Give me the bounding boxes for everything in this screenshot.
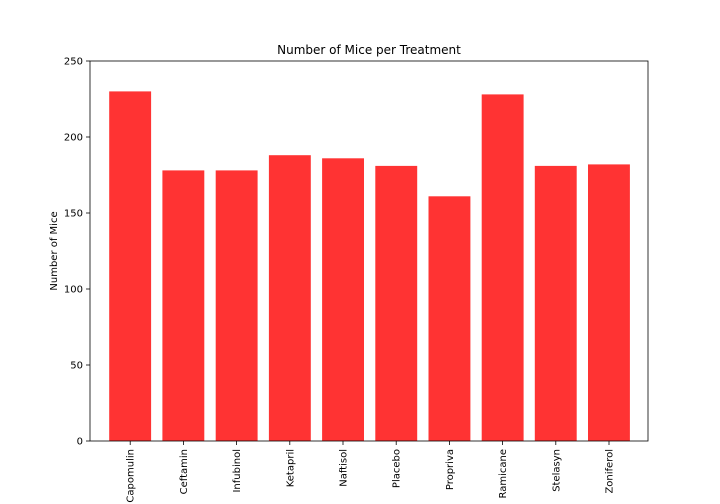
x-tick-label: Infubinol	[232, 449, 243, 493]
x-tick-label: Zoniferol	[605, 449, 616, 494]
bar-propriva	[428, 196, 471, 441]
y-tick-label: 50	[70, 361, 83, 372]
y-tick-label: 200	[64, 133, 83, 144]
bar-capomulin	[109, 91, 152, 442]
bar-ceftamin	[162, 170, 205, 441]
x-ticks-group: Capomulin Ceftamin Infubinol Ketapril Naftis…	[126, 441, 616, 503]
y-tick-label: 0	[77, 437, 83, 448]
x-tick-label: Ceftamin	[179, 449, 190, 494]
bar-infubinol	[215, 170, 258, 441]
bar-stelasyn	[534, 165, 577, 441]
bar-zoniferol	[588, 164, 630, 441]
x-tick-label: Capomulin	[126, 449, 137, 503]
y-ticks-group: 0 50 100 150 200 250	[64, 57, 90, 448]
y-tick-label: 100	[64, 285, 83, 296]
x-tick-label: Ketapril	[285, 449, 296, 487]
x-tick-label: Stelasyn	[551, 449, 562, 492]
x-tick-label: Placebo	[392, 449, 403, 488]
x-tick-label: Naftisol	[339, 449, 350, 487]
bar-naftisol	[322, 158, 364, 442]
y-axis-label: Number of Mice	[49, 211, 60, 290]
x-tick-label: Ramicane	[498, 449, 509, 499]
y-tick-label: 250	[64, 57, 83, 68]
bars-group	[109, 91, 630, 442]
y-tick-label: 150	[64, 209, 83, 220]
bar-ramicane	[481, 94, 524, 442]
plot-frame	[89, 60, 649, 442]
bar-ketapril	[268, 155, 311, 441]
bar-placebo	[375, 165, 418, 441]
x-tick-label: Propriva	[445, 449, 456, 490]
chart-title: Number of Mice per Treatment	[277, 43, 461, 57]
